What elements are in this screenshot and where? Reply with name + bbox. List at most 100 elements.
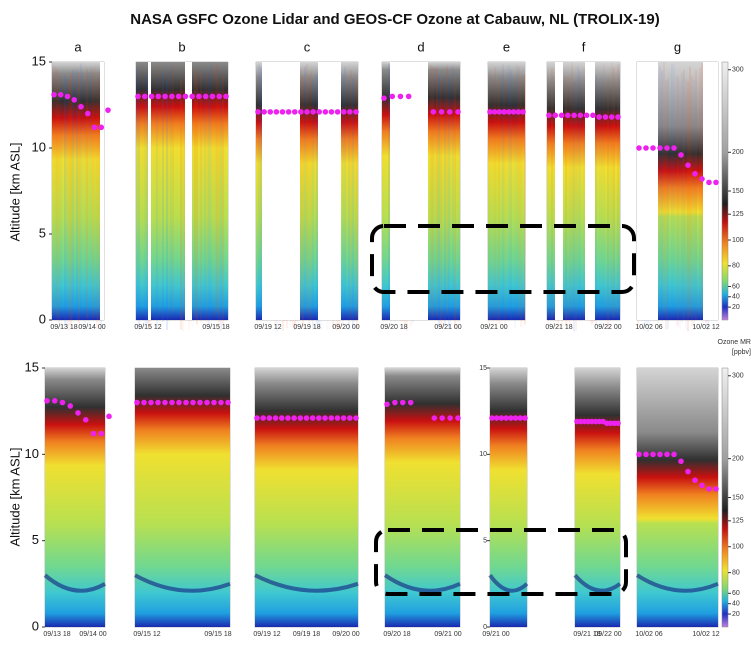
tropopause-dot [142,94,148,100]
texture [144,75,146,325]
texture [605,74,607,324]
tropopause-dot [713,486,719,492]
data-gap [262,62,300,320]
tropopause-dot [384,401,390,407]
tropopause-dot [353,109,359,115]
tropopause-dot [169,400,175,406]
texture [547,74,549,324]
texture [178,76,180,326]
texture [158,67,160,317]
y-tick-label: 0 [32,618,39,633]
colorbar-tick-label: 200 [732,149,744,156]
tropopause-dot [105,107,111,113]
tropopause-dot [692,477,698,483]
colorbar-tick-label: 100 [732,237,744,244]
x-tick-label: 10/02 06 [635,631,662,638]
tropopause-dot [347,109,353,115]
title: NASA GSFC Ozone Lidar and GEOS-CF Ozone … [130,11,659,28]
panel-label: d [417,39,424,54]
tropopause-dot [169,94,175,100]
texture [679,79,681,329]
texture [432,67,434,317]
texture [210,63,212,313]
tropopause-dot [286,109,292,115]
texture [60,78,62,328]
tropopause-dot [685,469,691,475]
texture [430,65,432,315]
x-tick-label: 09/13 18 [50,324,77,331]
tropopause-dot [392,400,398,406]
figure: NASA GSFC Ozone Lidar and GEOS-CF Ozone … [0,0,751,644]
colorbar-tick-label: 125 [732,211,744,218]
texture [70,74,72,324]
tropopause-dot [328,415,334,421]
y-tick-label: 5 [39,225,46,240]
texture [200,72,202,322]
x-tick-label: 09/15 12 [133,631,160,638]
texture [56,69,58,319]
tropopause-dot [353,415,359,421]
x-tick-label: 10/02 12 [692,324,719,331]
tropopause-dot [176,94,182,100]
tropopause-dot [67,403,73,409]
tropopause-dot [91,431,97,437]
x-tick-label: 09/22 00 [594,631,621,638]
texture [502,64,504,314]
tropopause-dot [596,114,602,120]
tropopause-dot [44,398,50,404]
texture [196,75,198,325]
tropopause-dot [643,452,649,458]
x-tick-label: 09/19 18 [293,631,320,638]
tropopause-dot [261,109,267,115]
texture [194,68,196,318]
tropopause-dot [316,109,322,115]
texture [226,64,228,314]
texture [549,82,551,332]
texture [695,71,697,321]
texture [595,75,597,325]
tropopause-dot [216,94,222,100]
texture [74,69,76,319]
tropopause-dot [335,415,341,421]
colorbar-tick-label: 80 [732,569,740,576]
x-tick-label: 09/20 18 [383,631,410,638]
x-tick-label: 09/21 00 [480,324,507,331]
texture [218,80,220,330]
tropopause-dot [134,400,140,406]
tropopause-dot [431,109,437,115]
x-tick-label: 09/20 00 [332,631,359,638]
tropopause-dot [279,415,285,421]
tropopause-dot [71,97,77,103]
texture [685,79,687,329]
tropopause-dot [615,114,621,120]
colorbar-tick-label: 150 [732,494,744,501]
tropopause-dot [298,109,304,115]
x-tick-label: 09/14 00 [79,631,106,638]
texture [687,81,689,331]
texture [52,62,54,312]
tropopause-dot [520,109,526,115]
tropopause-dot [341,109,347,115]
panel-label: e [503,39,510,54]
texture [170,66,172,316]
tropopause-dot [162,400,168,406]
texture [384,76,386,326]
tropopause-dot [408,400,414,406]
x-tick-label: 09/15 18 [202,324,229,331]
x-tick-label: 09/21 00 [434,324,461,331]
texture [659,66,661,316]
texture [90,68,92,318]
panel-label: a [74,39,82,54]
texture [168,73,170,323]
data-gap [185,62,192,320]
texture [551,68,553,318]
texture [216,64,218,314]
texture [597,63,599,313]
texture [446,65,448,315]
texture [667,79,669,329]
texture [314,71,316,321]
texture [152,62,154,312]
texture [388,64,390,314]
texture [198,66,200,316]
tropopause-dot [671,145,677,151]
